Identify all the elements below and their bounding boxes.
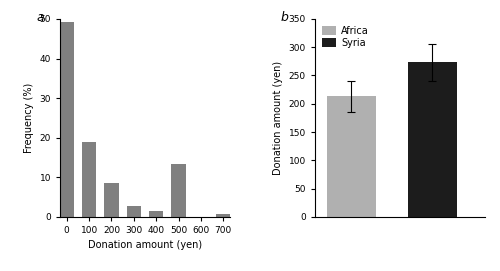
Text: a: a bbox=[36, 11, 44, 24]
Y-axis label: Frequency (%): Frequency (%) bbox=[24, 83, 34, 153]
Bar bbox=[60, 22, 74, 217]
Bar bbox=[126, 206, 141, 217]
Bar bbox=[149, 211, 164, 217]
Bar bbox=[216, 214, 230, 217]
Bar bbox=[408, 63, 457, 217]
Text: b: b bbox=[281, 11, 289, 24]
Bar bbox=[104, 183, 118, 217]
Bar bbox=[327, 96, 376, 217]
Y-axis label: Donation amount (yen): Donation amount (yen) bbox=[273, 61, 283, 175]
Legend: Africa, Syria: Africa, Syria bbox=[320, 24, 371, 50]
Bar bbox=[82, 142, 96, 217]
Bar bbox=[172, 164, 186, 217]
X-axis label: Donation amount (yen): Donation amount (yen) bbox=[88, 240, 202, 250]
